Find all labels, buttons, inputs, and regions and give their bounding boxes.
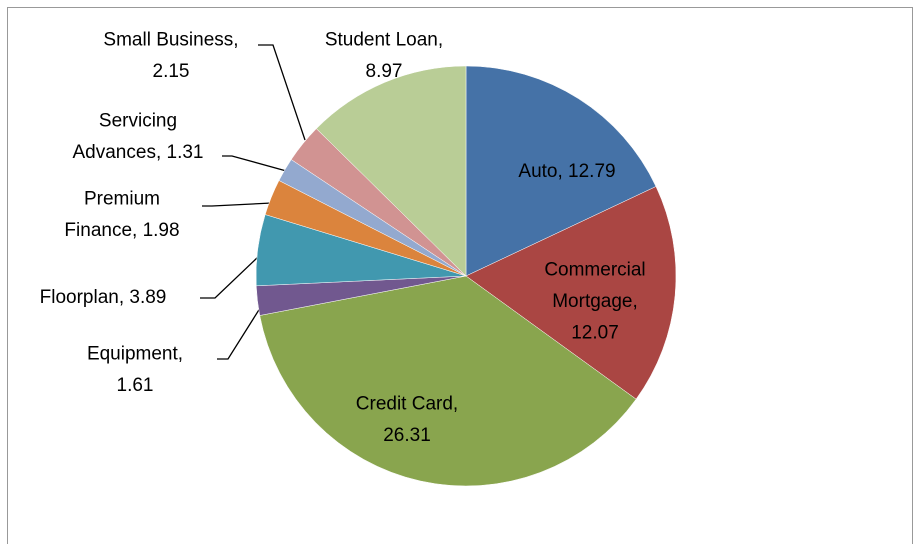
data-label: Small Business,: [103, 29, 238, 50]
leader-line: [258, 44, 306, 141]
pie-slice: [316, 65, 467, 277]
pie-slice: [259, 275, 637, 487]
leader-line: [222, 155, 291, 173]
data-label: Finance, 1.98: [64, 220, 179, 241]
leader-line: [200, 256, 259, 299]
data-label: 8.97: [366, 61, 403, 82]
data-label: 2.15: [153, 61, 190, 82]
leader-lines: [200, 44, 306, 360]
data-label: Servicing: [99, 110, 177, 131]
data-label: Auto, 12.79: [518, 161, 615, 182]
pie-slice: [465, 65, 657, 277]
data-label: Floorplan, 3.89: [40, 287, 167, 308]
pie-slice: [465, 186, 677, 400]
leader-line: [217, 304, 263, 360]
data-label: Equipment,: [87, 343, 183, 364]
data-label: 1.61: [117, 375, 154, 396]
data-label: 12.07: [571, 323, 619, 344]
data-label: Premium: [84, 188, 160, 209]
data-label: Advances, 1.31: [73, 142, 204, 163]
data-label: 26.31: [383, 425, 431, 446]
data-label: Commercial: [544, 260, 645, 281]
data-label: Credit Card,: [356, 393, 458, 414]
data-label: Student Loan,: [325, 29, 443, 50]
data-label: Mortgage,: [552, 291, 638, 312]
leader-line: [202, 202, 273, 207]
